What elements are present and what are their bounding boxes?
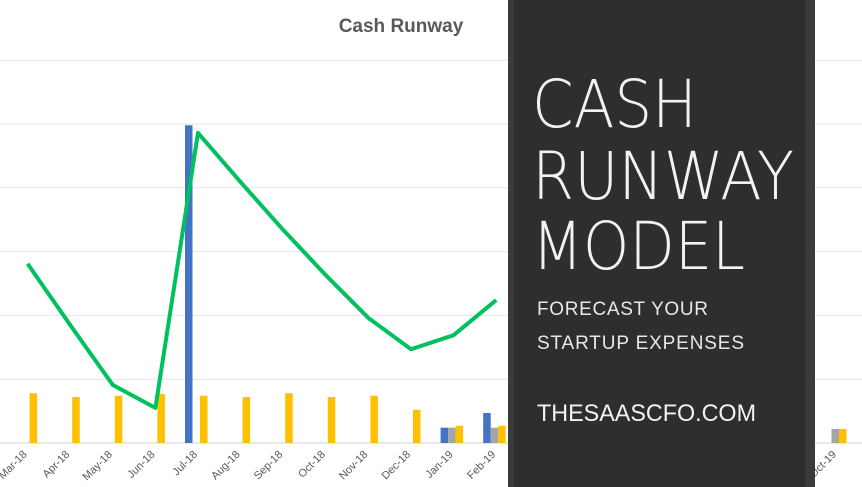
bar: [483, 413, 491, 443]
chart-title: Cash Runway: [339, 16, 464, 37]
bar: [370, 395, 378, 443]
bar: [831, 428, 839, 443]
overlay-card: CASH RUNWAY MODEL FORECAST YOUR STARTUP …: [508, 0, 815, 487]
bar: [839, 428, 847, 443]
bar: [490, 427, 499, 443]
card: [514, 0, 805, 487]
website: THESAASCFO.COM: [537, 400, 756, 427]
bar: [114, 395, 123, 443]
card-title: MODEL: [532, 208, 745, 285]
tagline: STARTUP EXPENSES: [537, 333, 744, 354]
bar: [455, 425, 464, 443]
bar: [327, 397, 336, 443]
bar: [242, 397, 251, 443]
bar: [285, 393, 293, 443]
bar: [448, 427, 456, 443]
bar: [498, 425, 506, 443]
card-title: CASH: [532, 66, 697, 143]
bar: [440, 427, 449, 443]
bar: [157, 393, 165, 443]
bar: [185, 125, 193, 443]
card-title: RUNWAY: [532, 138, 794, 215]
bar: [29, 393, 38, 443]
bar: [413, 409, 421, 443]
bar: [72, 397, 80, 443]
tagline: FORECAST YOUR: [537, 299, 708, 320]
bar: [200, 395, 208, 443]
